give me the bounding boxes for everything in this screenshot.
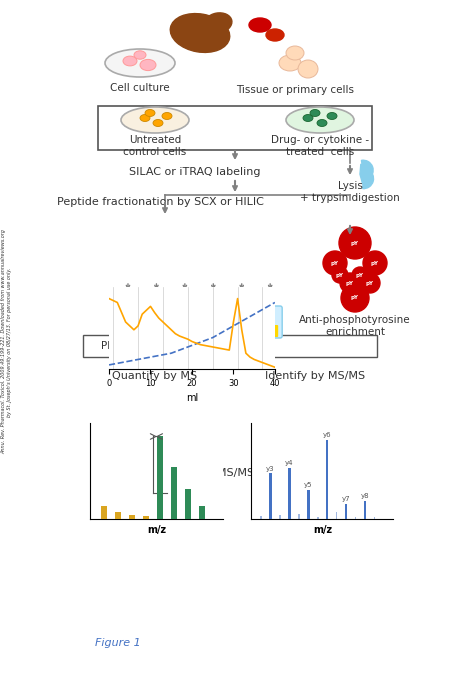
Text: Annu. Rev. Pharmacol. Toxicol. 2009.49:199-221. Downloaded from www.annualreview: Annu. Rev. Pharmacol. Toxicol. 2009.49:1… xyxy=(1,229,12,454)
Text: y7: y7 xyxy=(342,497,350,503)
Ellipse shape xyxy=(123,56,137,66)
Text: y6: y6 xyxy=(323,432,331,438)
FancyBboxPatch shape xyxy=(173,306,197,338)
Circle shape xyxy=(341,284,369,312)
X-axis label: m/z: m/z xyxy=(147,525,166,535)
Text: y8: y8 xyxy=(361,493,369,499)
Text: nanoLC-MS/MS analysis: nanoLC-MS/MS analysis xyxy=(171,468,303,478)
Ellipse shape xyxy=(140,115,150,122)
Bar xyxy=(260,516,262,519)
Bar xyxy=(171,467,177,519)
Ellipse shape xyxy=(303,115,313,122)
Bar xyxy=(364,501,366,519)
Ellipse shape xyxy=(310,109,320,117)
Text: y5: y5 xyxy=(304,482,312,488)
Circle shape xyxy=(332,267,348,283)
Circle shape xyxy=(340,273,360,293)
Text: Drug- or cytokine -
treated  cells: Drug- or cytokine - treated cells xyxy=(271,135,369,156)
FancyBboxPatch shape xyxy=(230,306,254,338)
Text: Figure 1: Figure 1 xyxy=(95,638,141,648)
Ellipse shape xyxy=(279,55,301,71)
Bar xyxy=(115,512,121,519)
Bar xyxy=(326,440,328,519)
Text: pY: pY xyxy=(336,273,344,277)
Ellipse shape xyxy=(153,120,163,126)
FancyBboxPatch shape xyxy=(201,306,225,338)
Circle shape xyxy=(339,227,371,259)
Text: Anti-phosphotyrosine
enrichment: Anti-phosphotyrosine enrichment xyxy=(299,315,411,337)
Circle shape xyxy=(360,273,380,293)
Circle shape xyxy=(363,251,387,275)
Ellipse shape xyxy=(145,109,155,117)
FancyBboxPatch shape xyxy=(177,325,193,337)
Text: pY: pY xyxy=(356,273,364,277)
Bar xyxy=(355,516,356,519)
Ellipse shape xyxy=(317,120,327,126)
Ellipse shape xyxy=(286,46,304,60)
Ellipse shape xyxy=(298,60,318,78)
Text: pY: pY xyxy=(351,240,359,245)
Bar xyxy=(269,473,272,519)
Text: pY: pY xyxy=(371,260,379,266)
Text: Cell culture: Cell culture xyxy=(110,83,170,93)
Ellipse shape xyxy=(121,107,189,133)
FancyBboxPatch shape xyxy=(205,325,221,337)
FancyBboxPatch shape xyxy=(120,325,136,337)
Wedge shape xyxy=(363,169,374,189)
Text: Lysis
+ trypsin digestion: Lysis + trypsin digestion xyxy=(300,181,400,203)
Circle shape xyxy=(352,267,368,283)
X-axis label: ml: ml xyxy=(186,393,198,403)
Bar xyxy=(199,506,205,519)
Ellipse shape xyxy=(170,14,230,53)
Text: y3: y3 xyxy=(266,466,274,472)
Wedge shape xyxy=(361,161,373,179)
Text: Quantify by MS: Quantify by MS xyxy=(112,371,198,381)
Bar xyxy=(185,488,191,519)
Bar xyxy=(345,504,347,519)
Text: SILAC or iTRAQ labeling: SILAC or iTRAQ labeling xyxy=(129,167,261,177)
Circle shape xyxy=(323,251,347,275)
Bar xyxy=(157,436,163,519)
FancyBboxPatch shape xyxy=(116,306,140,338)
FancyBboxPatch shape xyxy=(145,306,168,338)
Ellipse shape xyxy=(140,59,156,70)
Text: pY: pY xyxy=(331,260,339,266)
Text: Peptide fractionation by SCX or HILIC: Peptide fractionation by SCX or HILIC xyxy=(56,197,264,207)
Ellipse shape xyxy=(286,107,354,133)
Text: Identify by MS/MS: Identify by MS/MS xyxy=(265,371,365,381)
Bar xyxy=(288,468,291,519)
Ellipse shape xyxy=(134,51,146,59)
Bar xyxy=(336,512,337,519)
Text: y4: y4 xyxy=(285,460,293,466)
Ellipse shape xyxy=(249,18,271,32)
Ellipse shape xyxy=(327,113,337,120)
Text: pY: pY xyxy=(351,296,359,301)
Bar xyxy=(374,518,375,519)
Ellipse shape xyxy=(266,29,284,41)
Ellipse shape xyxy=(105,49,175,77)
Text: pY: pY xyxy=(366,281,374,285)
Bar xyxy=(298,514,300,519)
FancyBboxPatch shape xyxy=(234,325,250,337)
FancyBboxPatch shape xyxy=(148,325,164,337)
Ellipse shape xyxy=(204,13,232,33)
Wedge shape xyxy=(360,164,370,184)
Bar xyxy=(143,516,149,519)
Text: pY: pY xyxy=(346,281,354,285)
Bar xyxy=(307,490,310,519)
Bar xyxy=(317,516,319,519)
Bar xyxy=(279,515,281,519)
Text: Untreated
control cells: Untreated control cells xyxy=(123,135,187,156)
Bar xyxy=(129,515,135,519)
FancyBboxPatch shape xyxy=(262,325,278,337)
Bar xyxy=(101,506,107,519)
Ellipse shape xyxy=(162,113,172,120)
FancyBboxPatch shape xyxy=(258,306,282,338)
Text: Phosphopeptide enrichment
by TiO2/DHB: Phosphopeptide enrichment by TiO2/DHB xyxy=(101,341,249,363)
Text: Tissue or primary cells: Tissue or primary cells xyxy=(236,85,354,95)
X-axis label: m/z: m/z xyxy=(313,525,332,535)
